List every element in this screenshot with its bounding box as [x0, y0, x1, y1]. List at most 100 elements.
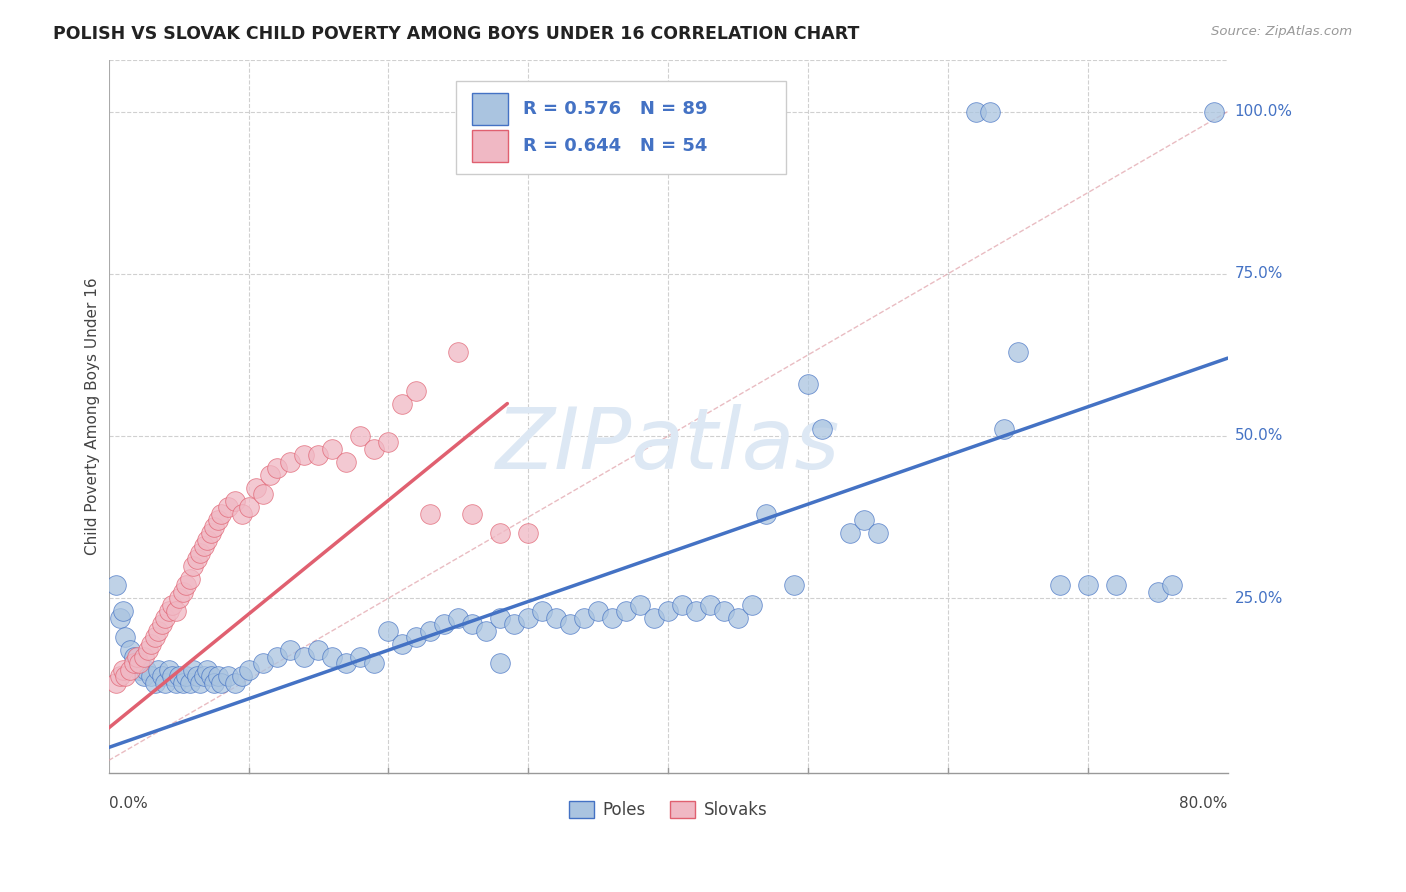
Point — [489, 656, 512, 670]
Point — [125, 649, 148, 664]
Point — [157, 604, 180, 618]
Point — [321, 649, 343, 664]
Point — [377, 624, 399, 638]
Point — [517, 526, 540, 541]
Text: 80.0%: 80.0% — [1180, 797, 1227, 811]
Point — [157, 663, 180, 677]
Point — [489, 610, 512, 624]
Point — [108, 610, 131, 624]
Text: 50.0%: 50.0% — [1234, 428, 1284, 443]
Point — [741, 598, 763, 612]
Point — [405, 384, 427, 398]
Point — [335, 656, 357, 670]
Point — [1077, 578, 1099, 592]
Point — [209, 507, 232, 521]
Point — [143, 675, 166, 690]
Point — [993, 422, 1015, 436]
Point — [207, 669, 229, 683]
Point — [363, 656, 385, 670]
Point — [1049, 578, 1071, 592]
Point — [489, 526, 512, 541]
Point — [574, 610, 596, 624]
Point — [172, 584, 194, 599]
Point — [207, 513, 229, 527]
Point — [174, 669, 197, 683]
Point — [195, 663, 218, 677]
Text: 75.0%: 75.0% — [1234, 266, 1284, 281]
Point — [1105, 578, 1128, 592]
Point — [217, 669, 239, 683]
Point — [363, 442, 385, 456]
Point — [128, 656, 150, 670]
Point — [188, 675, 211, 690]
Point — [419, 507, 441, 521]
Point — [405, 630, 427, 644]
Legend: Poles, Slovaks: Poles, Slovaks — [562, 794, 775, 826]
Y-axis label: Child Poverty Among Boys Under 16: Child Poverty Among Boys Under 16 — [86, 277, 100, 556]
Point — [475, 624, 498, 638]
Point — [252, 487, 274, 501]
Point — [224, 675, 246, 690]
Point — [111, 663, 134, 677]
Point — [172, 675, 194, 690]
Point — [657, 604, 679, 618]
Point — [1007, 344, 1029, 359]
Point — [122, 656, 145, 670]
Point — [231, 669, 253, 683]
Point — [153, 610, 176, 624]
Point — [713, 604, 735, 618]
Point — [965, 104, 987, 119]
Point — [797, 377, 820, 392]
Text: Source: ZipAtlas.com: Source: ZipAtlas.com — [1212, 25, 1353, 38]
Point — [146, 663, 169, 677]
Point — [186, 552, 208, 566]
Point — [1146, 584, 1168, 599]
Point — [517, 610, 540, 624]
Point — [153, 675, 176, 690]
Point — [202, 520, 225, 534]
Point — [685, 604, 707, 618]
Point — [143, 630, 166, 644]
Point — [139, 669, 162, 683]
Point — [132, 649, 155, 664]
Text: 25.0%: 25.0% — [1234, 591, 1284, 606]
Point — [217, 500, 239, 515]
Point — [125, 656, 148, 670]
Point — [188, 546, 211, 560]
Point — [546, 610, 568, 624]
Point — [614, 604, 637, 618]
Text: 0.0%: 0.0% — [108, 797, 148, 811]
FancyBboxPatch shape — [472, 130, 508, 162]
Point — [118, 643, 141, 657]
Point — [181, 663, 204, 677]
Point — [600, 610, 623, 624]
Point — [200, 526, 222, 541]
Point — [108, 669, 131, 683]
Point — [136, 643, 159, 657]
Point — [266, 461, 288, 475]
Point — [503, 617, 526, 632]
Point — [321, 442, 343, 456]
Point — [114, 630, 136, 644]
Point — [979, 104, 1001, 119]
Point — [186, 669, 208, 683]
Point — [783, 578, 806, 592]
Point — [727, 610, 749, 624]
Point — [111, 604, 134, 618]
Point — [259, 467, 281, 482]
Point — [1160, 578, 1182, 592]
Point — [104, 578, 127, 592]
Point — [461, 617, 484, 632]
Point — [755, 507, 778, 521]
Point — [167, 591, 190, 606]
Point — [122, 649, 145, 664]
Point — [139, 637, 162, 651]
Point — [280, 643, 302, 657]
Point — [181, 558, 204, 573]
Point — [866, 526, 889, 541]
Point — [349, 429, 371, 443]
Point — [165, 604, 187, 618]
Point — [179, 675, 201, 690]
Point — [391, 637, 413, 651]
Point — [167, 669, 190, 683]
